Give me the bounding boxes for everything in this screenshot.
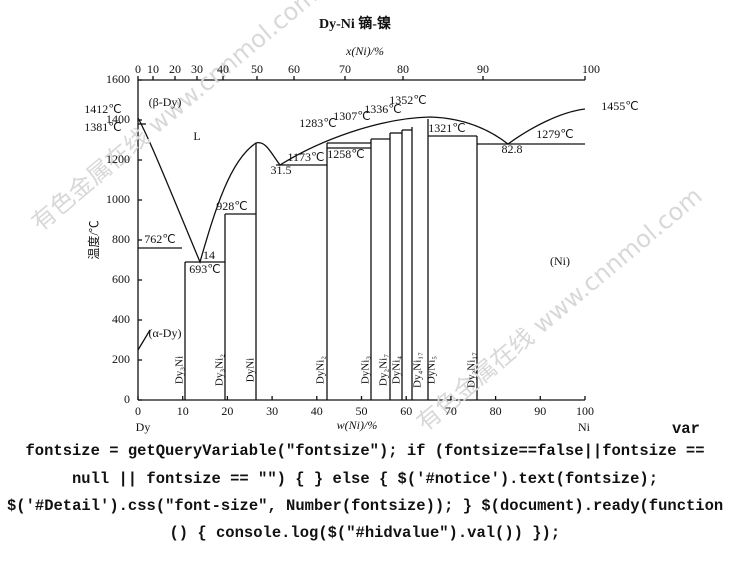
- phase-label: Dy₂Ni₇: [378, 354, 390, 386]
- phase-label: Dy₄Ni₁₇: [412, 352, 424, 388]
- left-tick-label: 1600: [106, 72, 130, 86]
- annotation: 82.8: [502, 142, 523, 156]
- top-tick-label: 80: [397, 62, 409, 76]
- annotation: 31.5: [271, 163, 292, 177]
- annotation: 1412℃: [84, 102, 121, 116]
- bottom-axis-label: w(Ni)/%: [337, 418, 378, 432]
- code-line: () { console.log($("#hidvalue").val()) }…: [169, 524, 561, 542]
- top-tick-label: 50: [251, 62, 263, 76]
- top-tick-label: 90: [477, 62, 489, 76]
- phase-label: DyNi₄: [391, 356, 403, 384]
- top-tick-label: 30: [191, 62, 203, 76]
- code-line: null || fontsize == "") { } else { $('#n…: [72, 470, 658, 488]
- title: Dy-Ni 镝-镍: [319, 15, 391, 32]
- bottom-tick-label: 90: [534, 404, 546, 418]
- phase-label: Dy₂Ni₁₇: [466, 352, 478, 388]
- annotation: 693℃: [189, 262, 220, 276]
- top-tick-label: 0: [135, 62, 141, 76]
- annotation: 14: [203, 248, 215, 262]
- top-tick-label: 10: [147, 62, 159, 76]
- bottom-tick-label: 60: [400, 404, 412, 418]
- annotation: 1321℃: [428, 121, 465, 135]
- left-tick-label: 800: [112, 232, 130, 246]
- annotation: 1381℃: [84, 120, 121, 134]
- phase-label: DyNi₂: [315, 356, 327, 384]
- annotation: 1173℃: [287, 150, 324, 164]
- annotation: 1352℃: [389, 93, 426, 107]
- annotation: 1336℃: [364, 102, 401, 116]
- phase-label: DyNi₅: [426, 356, 438, 384]
- annotation: (β-Dy): [149, 95, 182, 109]
- left-tick-label: 400: [112, 312, 130, 326]
- bottom-tick-label: 50: [356, 404, 368, 418]
- top-tick-label: 100: [582, 62, 600, 76]
- left-tick-label: 600: [112, 272, 130, 286]
- left-axis-label: 温度/℃: [86, 220, 101, 259]
- phase-label: DyNi₃: [360, 356, 372, 384]
- left-tick-label: 1200: [106, 152, 130, 166]
- code-line: fontsize = getQueryVariable("fontsize");…: [25, 442, 705, 460]
- annotation: 1307℃: [333, 109, 370, 123]
- phase-label: Dy₃Ni₂: [214, 354, 226, 386]
- top-axis-label: x(Ni)/%: [345, 44, 384, 58]
- bottom-tick-label: 100: [576, 404, 594, 418]
- end-label: Dy: [136, 420, 151, 434]
- annotation: 928℃: [216, 199, 247, 213]
- end-label: Ni: [578, 420, 591, 434]
- phase-label: DyNi: [245, 358, 257, 382]
- top-tick-label: 70: [339, 62, 351, 76]
- annotation: (α-Dy): [149, 326, 182, 340]
- annotation: (Ni): [550, 254, 570, 268]
- left-tick-label: 200: [112, 352, 130, 366]
- bottom-tick-label: 80: [490, 404, 502, 418]
- code-line: var: [672, 420, 700, 438]
- annotation: 1283℃: [299, 116, 336, 130]
- top-tick-label: 60: [288, 62, 300, 76]
- code-line: $('#Detail').css("font-size", Number(fon…: [7, 497, 724, 515]
- left-tick-label: 1000: [106, 192, 130, 206]
- phase-lines: [137, 108, 586, 400]
- annotation: L: [193, 129, 200, 143]
- bottom-tick-label: 0: [135, 404, 141, 418]
- annotation: 1279℃: [536, 127, 573, 141]
- annotation: 1455℃: [601, 99, 638, 113]
- phase-label: Dy₃Ni: [174, 356, 186, 384]
- bottom-tick-label: 10: [177, 404, 189, 418]
- left-tick-label: 1400: [106, 112, 130, 126]
- bottom-tick-label: 40: [311, 404, 323, 418]
- bottom-tick-label: 30: [266, 404, 278, 418]
- top-tick-label: 40: [217, 62, 229, 76]
- annotation: 1258℃: [327, 147, 364, 161]
- top-tick-label: 20: [169, 62, 181, 76]
- annotation: 762℃: [144, 232, 175, 246]
- left-tick-label: 0: [124, 392, 130, 406]
- bottom-tick-label: 20: [221, 404, 233, 418]
- bottom-tick-label: 70: [445, 404, 457, 418]
- watermark: 有色金属在线 www.cnnmol.com: [411, 182, 707, 437]
